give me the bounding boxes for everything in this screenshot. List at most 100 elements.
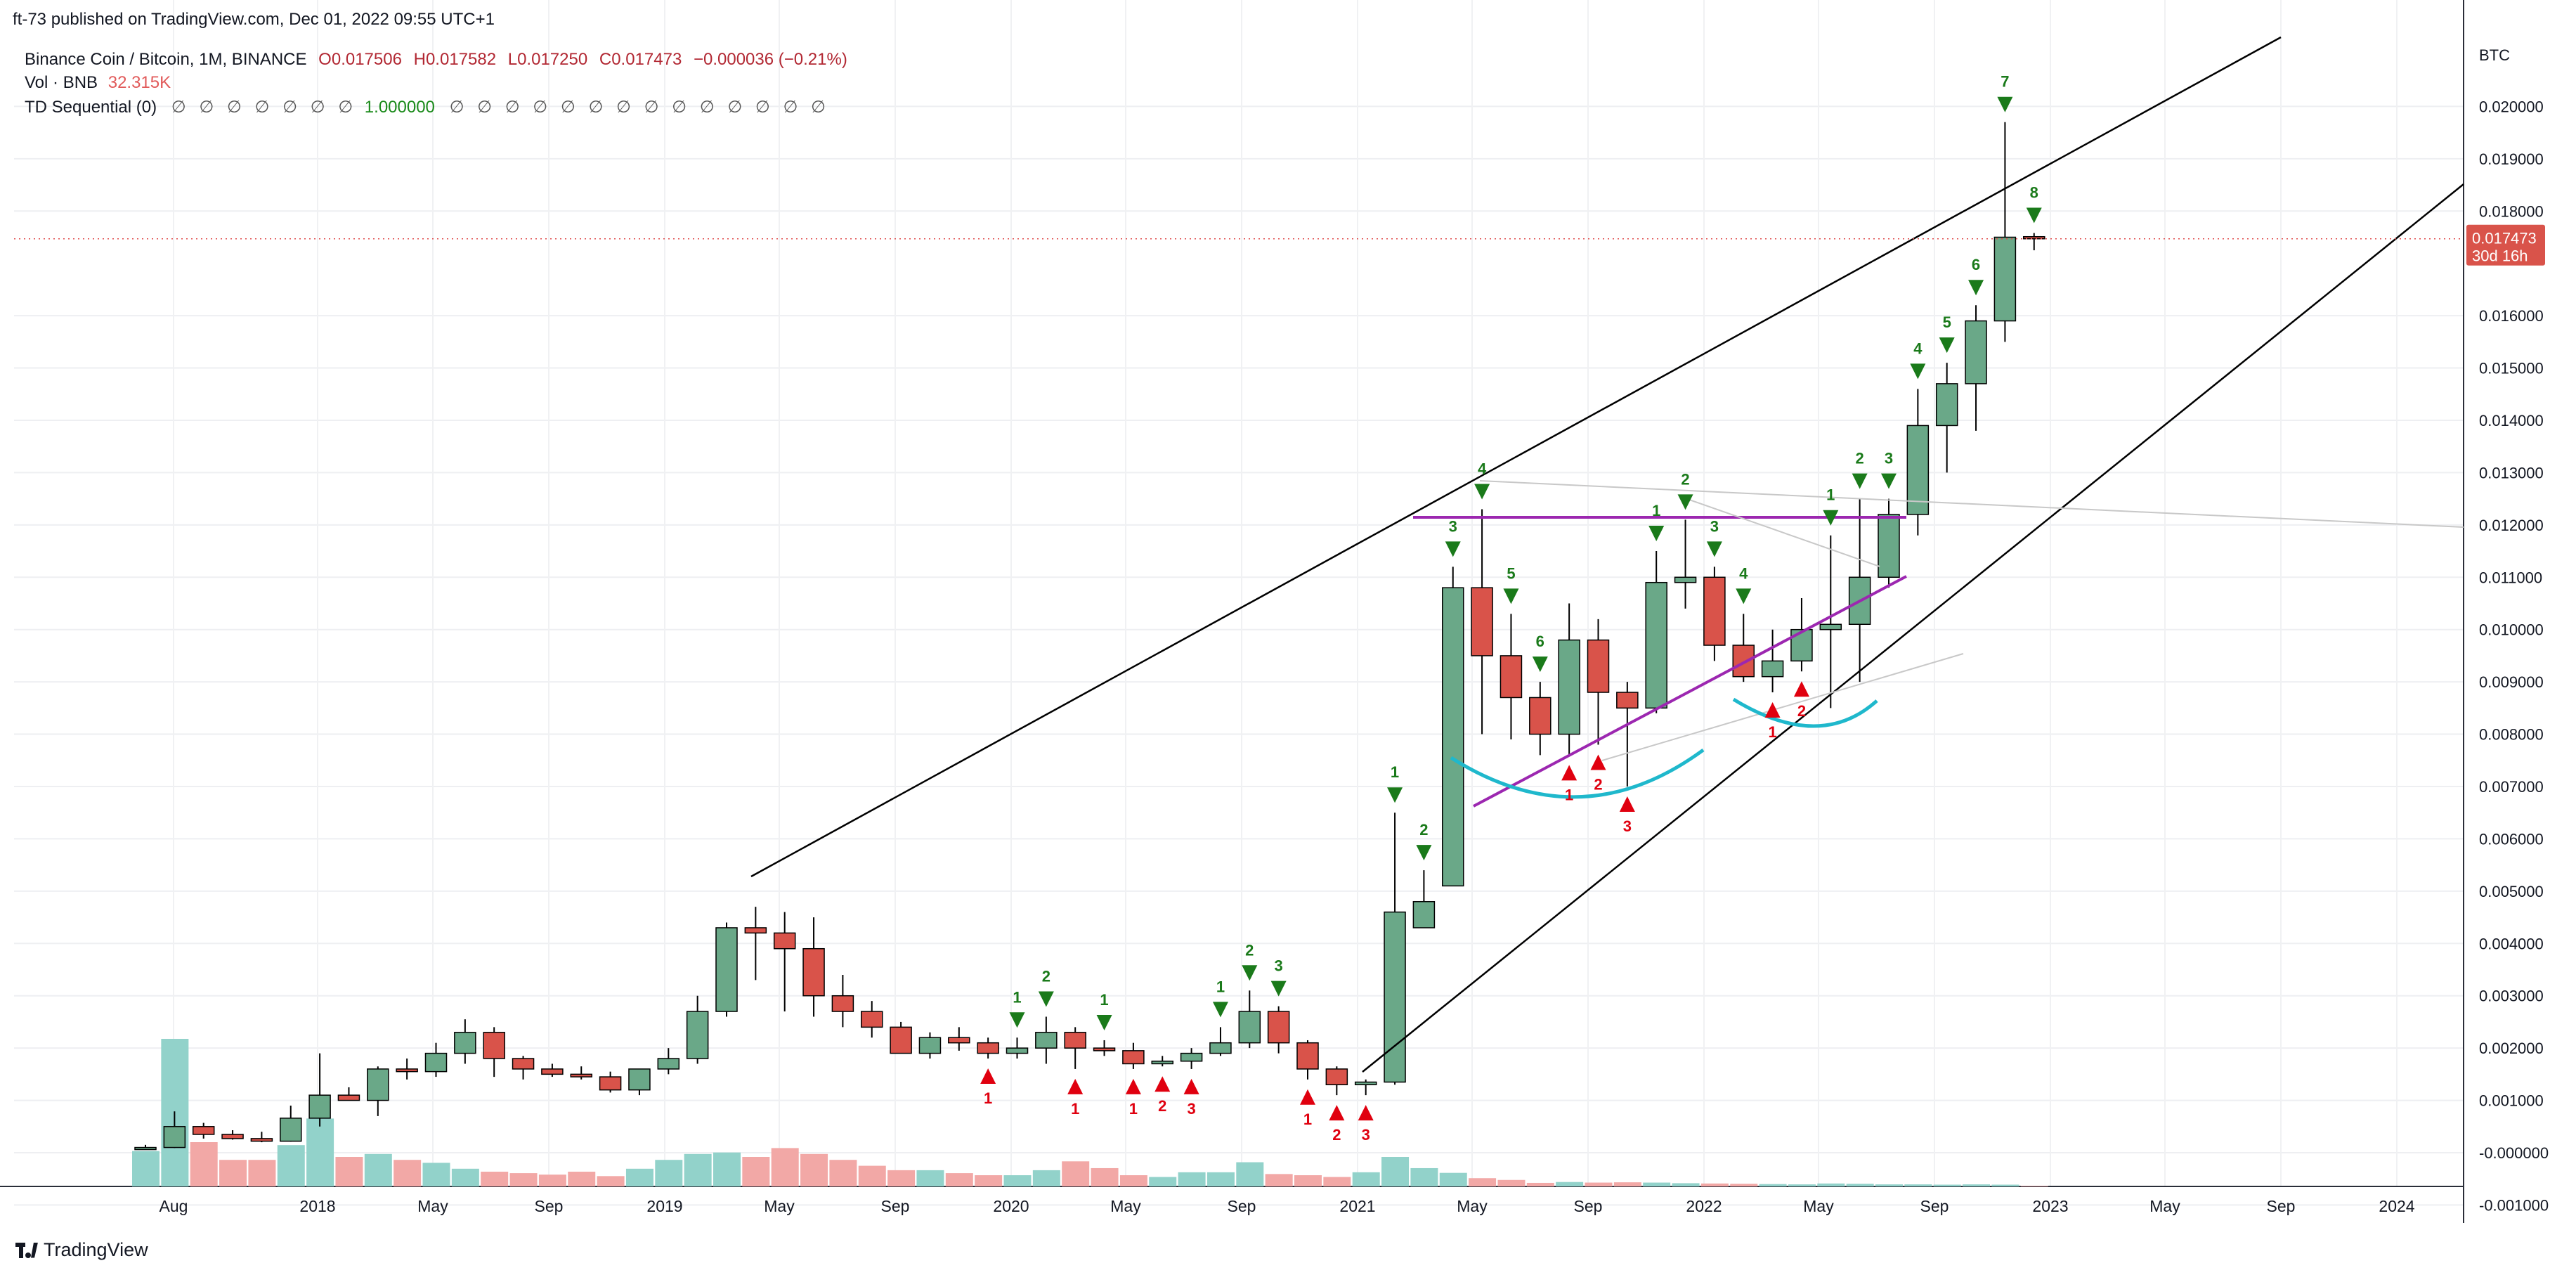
volume-bar [1439, 1172, 1467, 1186]
td-sell-count: 6 [1536, 633, 1544, 650]
volume-bar [975, 1175, 1003, 1186]
candle-body[interactable] [541, 1068, 564, 1075]
candle-body[interactable] [1645, 581, 1667, 709]
candle-body[interactable] [454, 1032, 476, 1054]
td-sequential-legend[interactable]: TD Sequential (0) ∅ ∅ ∅ ∅ ∅ ∅ ∅ 1.000000… [25, 97, 830, 117]
trendline-upper[interactable] [750, 36, 2282, 878]
volume-bar [1003, 1175, 1032, 1186]
candle-body[interactable] [1500, 655, 1523, 699]
volume-value: 32.315K [108, 73, 171, 92]
candle-body[interactable] [744, 927, 767, 934]
rounding-bottom-arc-2[interactable] [1732, 697, 1878, 728]
candle-body[interactable] [337, 1094, 360, 1101]
candle-body[interactable] [861, 1011, 883, 1028]
candle-body[interactable] [1587, 639, 1610, 693]
candle-body[interactable] [308, 1094, 331, 1119]
grey-trendline-mid[interactable] [1679, 496, 1880, 567]
rounding-bottom-arc-1[interactable] [1450, 748, 1705, 799]
td-buy-count: 1 [1129, 1100, 1138, 1118]
candle-body[interactable] [1384, 911, 1406, 1083]
support-line-purple[interactable] [1473, 575, 1907, 808]
volume-bar [1410, 1167, 1438, 1186]
x-tick-label: 2022 [1686, 1197, 1722, 1215]
candle-body[interactable] [280, 1118, 302, 1142]
candle-body[interactable] [1296, 1042, 1319, 1070]
candle-body[interactable] [1122, 1050, 1145, 1065]
candle-body[interactable] [1006, 1047, 1029, 1054]
tradingview-logo[interactable]: TradingView [15, 1239, 148, 1261]
candle-body[interactable] [192, 1126, 215, 1135]
candle-body[interactable] [1732, 645, 1755, 678]
candle-body[interactable] [773, 932, 796, 950]
candle-body[interactable] [1761, 660, 1784, 678]
candle-body[interactable] [657, 1058, 680, 1070]
candle-body[interactable] [1180, 1052, 1203, 1062]
candle-body[interactable] [512, 1058, 535, 1070]
candle-body[interactable] [1790, 628, 1813, 662]
candle-body[interactable] [367, 1068, 389, 1101]
volume-bar [219, 1160, 247, 1186]
candle-body[interactable] [221, 1134, 244, 1139]
y-tick-label: 0.004000 [2479, 935, 2544, 952]
volume-bar [1469, 1178, 1497, 1186]
candle-body[interactable] [1703, 576, 1726, 646]
candle-body[interactable] [1354, 1081, 1377, 1085]
candle-body[interactable] [1906, 425, 1930, 515]
td-sell-count: 1 [1013, 988, 1021, 1006]
candle-body[interactable] [948, 1037, 970, 1044]
candle-body[interactable] [1209, 1042, 1232, 1054]
candle-body[interactable] [1965, 320, 1987, 384]
candle-body[interactable] [1471, 587, 1493, 656]
current-price-tag[interactable] [2466, 224, 2545, 266]
td-sell-arrow [1009, 1012, 1025, 1028]
td-sell-count: 8 [2030, 184, 2038, 202]
candle-body[interactable] [1529, 697, 1552, 735]
volume-bar [1991, 1184, 2019, 1186]
volume-legend[interactable]: Vol · BNB 32.315K [25, 73, 171, 93]
x-tick-label: Sep [1228, 1197, 1256, 1215]
candle-body[interactable] [802, 947, 825, 997]
grey-trendline-upper[interactable] [1479, 480, 2464, 528]
volume-bar [1759, 1184, 1787, 1186]
candle-body[interactable] [2023, 235, 2045, 240]
candle-body[interactable] [1035, 1032, 1058, 1049]
candle-body[interactable] [977, 1042, 999, 1054]
candle-body[interactable] [890, 1026, 912, 1054]
candle-body[interactable] [1616, 692, 1639, 709]
candle-body[interactable] [424, 1052, 448, 1073]
grey-trendline-lower[interactable] [1601, 653, 1964, 761]
candle-body[interactable] [1267, 1011, 1290, 1044]
candle-body[interactable] [918, 1037, 942, 1054]
trendline-lower[interactable] [1362, 183, 2464, 1073]
x-tick-label: May [1110, 1197, 1141, 1215]
candle-body[interactable] [1064, 1032, 1086, 1049]
candle-body[interactable] [1993, 236, 2017, 322]
candle-body[interactable] [686, 1011, 709, 1059]
candle-body[interactable] [570, 1073, 592, 1077]
candle-body[interactable] [1151, 1060, 1173, 1065]
candle-body[interactable] [831, 995, 854, 1012]
volume-bar [771, 1148, 799, 1186]
volume-bar [1381, 1157, 1410, 1186]
candle-body[interactable] [1558, 639, 1580, 735]
symbol-legend[interactable]: Binance Coin / Bitcoin, 1M, BINANCE O0.0… [25, 50, 847, 70]
candle-body[interactable] [163, 1126, 186, 1148]
candle-body[interactable] [1674, 576, 1697, 583]
candle-body[interactable] [1442, 587, 1464, 887]
candle-body[interactable] [1325, 1068, 1348, 1085]
candle-body[interactable] [250, 1138, 273, 1142]
volume-bar [1294, 1175, 1322, 1186]
candle-body[interactable] [1093, 1047, 1116, 1051]
candle-body[interactable] [715, 927, 738, 1012]
candle-body[interactable] [628, 1068, 651, 1091]
candle-body[interactable] [396, 1068, 418, 1073]
candle-body[interactable] [599, 1076, 622, 1091]
candle-body[interactable] [1412, 900, 1436, 928]
candle-body[interactable] [483, 1032, 505, 1059]
candle-body[interactable] [1238, 1011, 1261, 1044]
candle-body[interactable] [1819, 623, 1842, 630]
candle-body[interactable] [134, 1146, 157, 1151]
candle-body[interactable] [1878, 514, 1900, 578]
candle-body[interactable] [1935, 383, 1958, 427]
